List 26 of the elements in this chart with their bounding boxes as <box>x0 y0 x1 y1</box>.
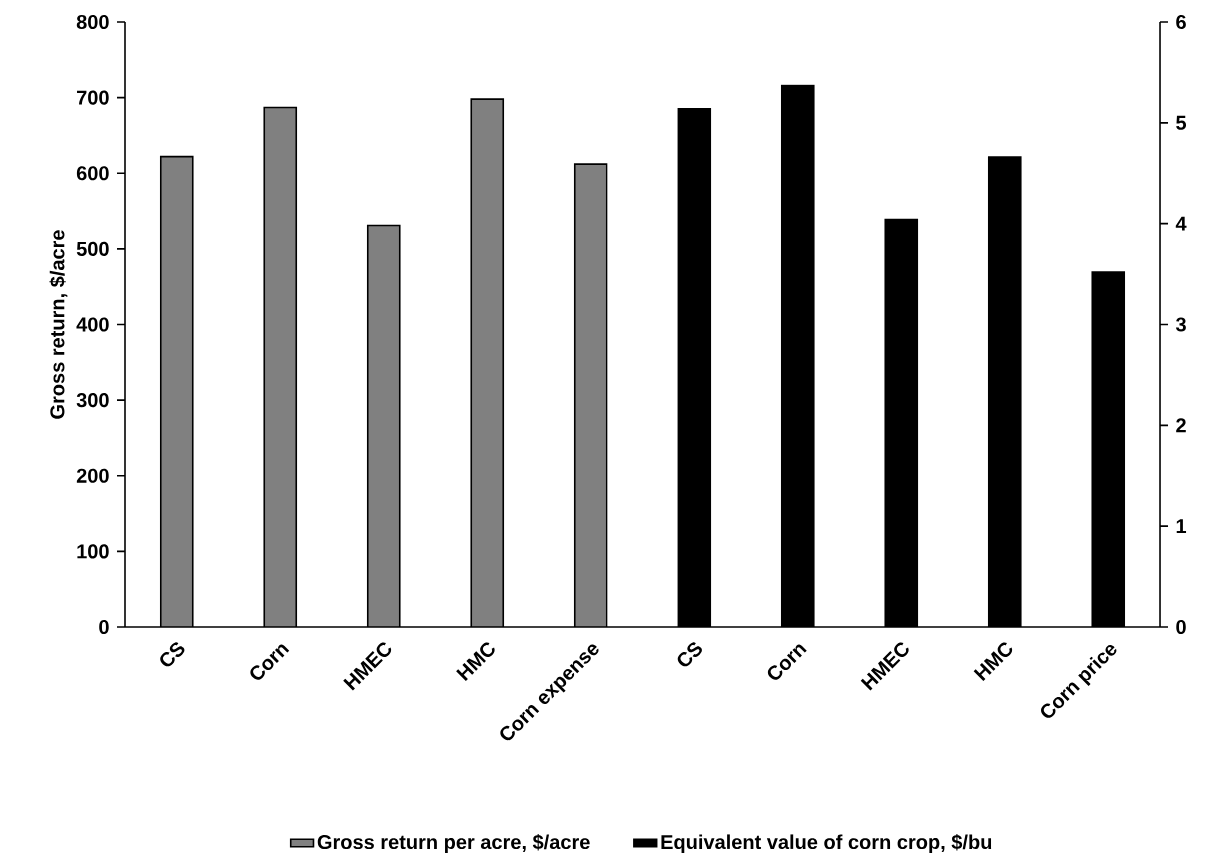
y2-tick-label: 1 <box>1176 519 1187 534</box>
x-tick-label: CS <box>677 642 702 667</box>
y2-tick-label: 4 <box>1175 216 1187 231</box>
y-tick-label: 700 <box>77 90 109 105</box>
y-tick-label: 300 <box>76 393 109 408</box>
y2-tick-label: 3 <box>1175 317 1186 332</box>
bar <box>367 225 400 627</box>
y-tick-label: 400 <box>76 317 109 332</box>
bar <box>160 156 193 627</box>
y2-tick-label: 2 <box>1176 418 1186 433</box>
y-tick-label: 100 <box>77 544 109 559</box>
x-tick-label: CS <box>160 642 185 667</box>
legend-label: Gross return per acre, $/acre <box>317 834 590 854</box>
y-tick-label: 800 <box>76 14 109 30</box>
y-tick-label: 0 <box>99 619 109 635</box>
y-tick-label: 200 <box>76 468 109 483</box>
y-tick-label: 600 <box>76 166 109 181</box>
bar <box>471 99 504 627</box>
bar <box>264 107 297 627</box>
y-axis-title: Gross return, $/acre <box>49 230 68 419</box>
legend-label: Equivalent value of corn crop, $/bu <box>661 834 992 854</box>
y2-tick-label: 5 <box>1176 115 1187 130</box>
y-tick-label: 500 <box>76 241 109 256</box>
y2-tick-label: 0 <box>1176 619 1186 635</box>
y2-tick-label: 6 <box>1176 14 1186 30</box>
bar <box>573 163 608 627</box>
